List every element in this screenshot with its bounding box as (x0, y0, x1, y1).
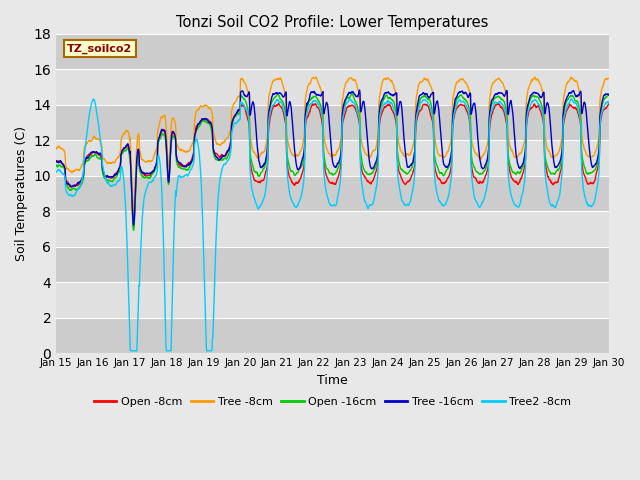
Open -16cm (463, 99, 471, 105)
Tree -8cm (319, 97, 326, 103)
Bar (56, 282, 609, 318)
X-axis label: Time: Time (317, 374, 348, 387)
Bar (56, 105, 609, 141)
Open -8cm (52, 158, 60, 164)
Tree2 -8cm (568, 96, 575, 102)
Tree -16cm (318, 90, 326, 96)
Bar (56, 141, 609, 176)
Bar (56, 70, 609, 105)
Open -16cm (545, 166, 552, 171)
Open -8cm (130, 225, 138, 230)
Open -8cm (139, 171, 147, 177)
Open -8cm (605, 101, 612, 107)
Line: Tree2 -8cm: Tree2 -8cm (56, 99, 609, 351)
Open -8cm (598, 110, 606, 116)
Tree2 -8cm (598, 108, 606, 114)
Legend: Open -8cm, Tree -8cm, Open -16cm, Tree -16cm, Tree2 -8cm: Open -8cm, Tree -8cm, Open -16cm, Tree -… (90, 393, 575, 412)
Tree -16cm (598, 98, 606, 104)
Tree2 -8cm (605, 99, 612, 105)
Open -16cm (598, 101, 606, 107)
Tree -8cm (312, 74, 319, 80)
Line: Open -8cm: Open -8cm (56, 103, 609, 228)
Open -8cm (494, 100, 502, 106)
Tree -16cm (139, 170, 147, 176)
Bar (56, 247, 609, 282)
Open -8cm (318, 120, 326, 126)
Open -8cm (463, 109, 471, 115)
Tree -16cm (463, 93, 471, 98)
Tree -8cm (52, 146, 60, 152)
Tree -16cm (52, 158, 60, 164)
Open -16cm (52, 163, 60, 168)
Y-axis label: Soil Temperatures (C): Soil Temperatures (C) (15, 126, 28, 261)
Tree2 -8cm (308, 101, 316, 107)
Tree2 -8cm (544, 192, 552, 197)
Open -16cm (130, 228, 138, 233)
Open -8cm (308, 103, 316, 108)
Open -8cm (545, 174, 552, 180)
Tree -8cm (139, 157, 147, 163)
Tree2 -8cm (318, 114, 326, 120)
Tree -16cm (355, 87, 363, 93)
Tree -8cm (605, 76, 612, 82)
Tree -8cm (545, 148, 552, 154)
Bar (56, 176, 609, 211)
Tree -8cm (308, 76, 316, 82)
Tree -8cm (130, 208, 138, 214)
Tree -16cm (130, 222, 138, 228)
Open -16cm (308, 95, 316, 101)
Bar (56, 318, 609, 353)
Line: Tree -8cm: Tree -8cm (56, 77, 609, 211)
Tree2 -8cm (127, 348, 134, 354)
Tree2 -8cm (139, 206, 147, 212)
Tree -16cm (605, 92, 612, 98)
Open -16cm (605, 91, 612, 97)
Open -16cm (348, 91, 356, 96)
Tree -16cm (545, 102, 552, 108)
Tree -16cm (308, 89, 316, 95)
Tree2 -8cm (463, 104, 471, 109)
Open -16cm (139, 174, 147, 180)
Tree -8cm (463, 83, 471, 89)
Bar (56, 34, 609, 70)
Line: Tree -16cm: Tree -16cm (56, 90, 609, 225)
Bar (56, 211, 609, 247)
Title: Tonzi Soil CO2 Profile: Lower Temperatures: Tonzi Soil CO2 Profile: Lower Temperatur… (176, 15, 489, 30)
Line: Open -16cm: Open -16cm (56, 94, 609, 230)
Tree -8cm (598, 84, 606, 90)
Open -16cm (318, 110, 326, 116)
Tree2 -8cm (52, 169, 60, 175)
Text: TZ_soilco2: TZ_soilco2 (67, 44, 132, 54)
